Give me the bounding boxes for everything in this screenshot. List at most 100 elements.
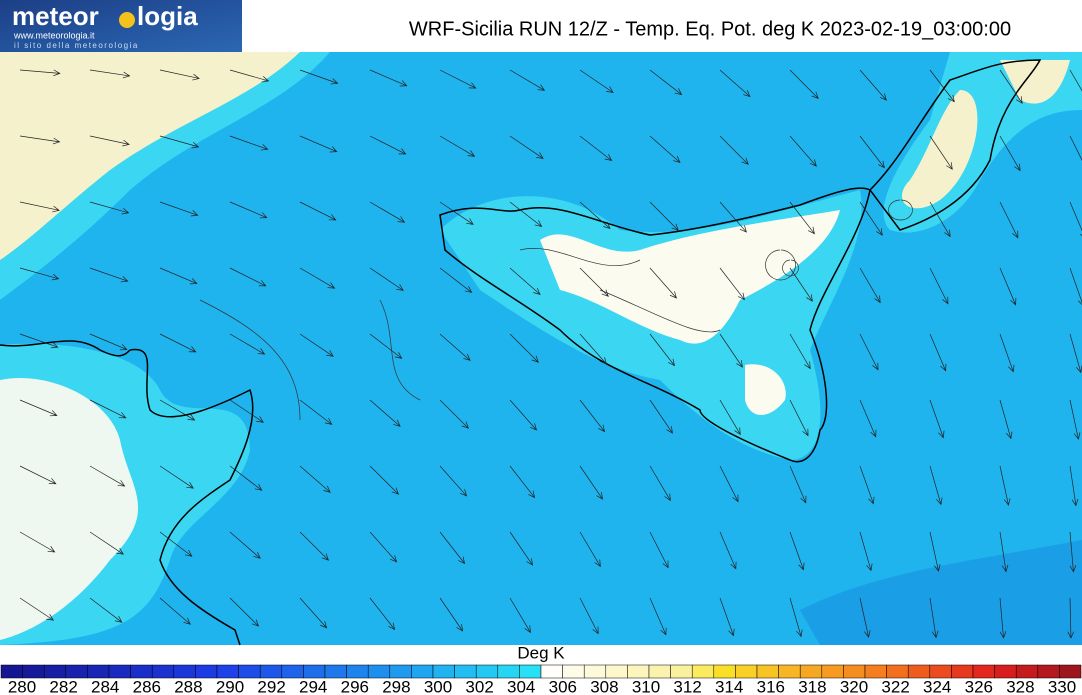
wind-arrow bbox=[89, 597, 123, 623]
colorbar-label: 302 bbox=[465, 677, 493, 695]
wind-arrow bbox=[649, 135, 681, 164]
colorbar-cell bbox=[411, 664, 434, 679]
wind-arrow bbox=[369, 333, 403, 359]
colorbar-cell bbox=[1037, 664, 1060, 679]
wind-arrow bbox=[649, 69, 683, 96]
wind-arrow bbox=[999, 597, 1007, 639]
colorbar-cell bbox=[216, 664, 239, 679]
wind-arrow bbox=[509, 201, 543, 227]
sicily-south bbox=[745, 364, 786, 415]
colorbar-cell bbox=[756, 664, 779, 679]
wind-arrows bbox=[19, 69, 1082, 639]
colorbar-cell bbox=[389, 664, 412, 679]
colorbar-label: 284 bbox=[91, 677, 119, 695]
wind-arrow bbox=[719, 399, 741, 436]
wind-arrow bbox=[229, 597, 260, 627]
wind-arrow bbox=[509, 465, 536, 499]
logo-bg bbox=[0, 0, 242, 52]
wind-arrow bbox=[929, 531, 941, 572]
colorbar-label: 290 bbox=[216, 677, 244, 695]
colorbar-cell bbox=[432, 664, 455, 679]
wind-arrow bbox=[369, 399, 401, 427]
wind-arrow bbox=[789, 135, 817, 167]
wind-arrow bbox=[439, 69, 477, 89]
colorbar-label: 306 bbox=[549, 677, 577, 695]
wind-arrow bbox=[159, 399, 196, 421]
wind-arrow bbox=[789, 69, 819, 99]
wind-arrow bbox=[229, 69, 270, 83]
wind-arrow bbox=[789, 597, 803, 638]
wind-arrow bbox=[509, 135, 544, 159]
wind-arrow bbox=[719, 69, 751, 98]
wind-arrow bbox=[579, 135, 613, 162]
map bbox=[0, 52, 1082, 646]
colorbar-label: 328 bbox=[1006, 677, 1034, 695]
wind-arrow bbox=[89, 333, 128, 351]
colorbar-label: 296 bbox=[341, 677, 369, 695]
colorbar-label: 320 bbox=[840, 677, 868, 695]
wind-arrow bbox=[789, 531, 805, 571]
wind-arrow bbox=[1069, 135, 1082, 161]
wind-arrow bbox=[299, 531, 330, 561]
wind-arrow bbox=[19, 531, 56, 553]
colorbar-cell bbox=[951, 664, 974, 679]
wind-arrow bbox=[159, 201, 199, 217]
wind-arrow bbox=[579, 69, 614, 93]
wind-arrow bbox=[89, 135, 130, 147]
colorbar-cell bbox=[22, 664, 45, 679]
colorbar-cell bbox=[65, 664, 88, 679]
colorbar-cell bbox=[691, 664, 715, 679]
wind-arrow bbox=[719, 201, 747, 233]
colorbar-label: 298 bbox=[382, 677, 410, 695]
wind-arrow bbox=[579, 267, 609, 297]
wind-arrow bbox=[439, 333, 471, 361]
wind-arrow bbox=[229, 531, 261, 559]
wind-arrow bbox=[509, 267, 541, 295]
wind-arrow bbox=[579, 531, 601, 568]
colorbar-cell bbox=[346, 664, 369, 679]
colorbar-label: 308 bbox=[590, 677, 618, 695]
colorbar-unit: Deg K bbox=[517, 643, 565, 662]
wind-arrow bbox=[299, 201, 337, 221]
colorbar-cell bbox=[87, 664, 110, 679]
colorbar-cell bbox=[627, 664, 650, 679]
colorbar-cell bbox=[821, 664, 844, 679]
logo-tagline: il sito della meteorologia bbox=[14, 41, 139, 50]
wind-arrow bbox=[369, 597, 396, 631]
wind-arrow bbox=[159, 135, 200, 149]
wind-arrow bbox=[929, 597, 939, 639]
wind-arrow bbox=[369, 201, 406, 223]
wind-arrow bbox=[859, 399, 877, 438]
wind-arrow bbox=[649, 465, 671, 502]
wind-arrow bbox=[89, 69, 131, 79]
colorbar-label: 304 bbox=[507, 677, 535, 695]
wind-arrow bbox=[1069, 399, 1081, 440]
colorbar-cell bbox=[735, 664, 758, 679]
wind-arrow bbox=[929, 201, 951, 238]
colorbar-cell bbox=[303, 664, 326, 679]
wind-arrow bbox=[19, 597, 55, 621]
wind-arrow bbox=[649, 201, 679, 231]
colorbar-cell bbox=[324, 664, 347, 679]
wind-arrow bbox=[439, 135, 476, 157]
wind-arrow bbox=[999, 465, 1011, 506]
wind-arrow bbox=[19, 69, 61, 77]
wind-arrow bbox=[719, 531, 737, 570]
wind-arrow bbox=[369, 267, 404, 291]
wind-arrow bbox=[369, 465, 399, 495]
wind-arrow bbox=[509, 597, 531, 634]
wind-arrow bbox=[159, 333, 197, 353]
wind-arrow bbox=[789, 465, 807, 504]
wind-arrow bbox=[789, 333, 811, 370]
tunisia-land bbox=[0, 378, 139, 640]
wind-arrow bbox=[439, 531, 466, 565]
colorbar-label: 288 bbox=[174, 677, 202, 695]
wind-arrow bbox=[719, 597, 735, 637]
wind-arrow bbox=[299, 465, 331, 493]
logo-start: meteor bbox=[12, 1, 99, 31]
colorbar-cell bbox=[173, 664, 196, 679]
wind-arrow bbox=[649, 333, 675, 367]
wind-arrow bbox=[89, 201, 130, 215]
colorbar-label: 286 bbox=[133, 677, 161, 695]
